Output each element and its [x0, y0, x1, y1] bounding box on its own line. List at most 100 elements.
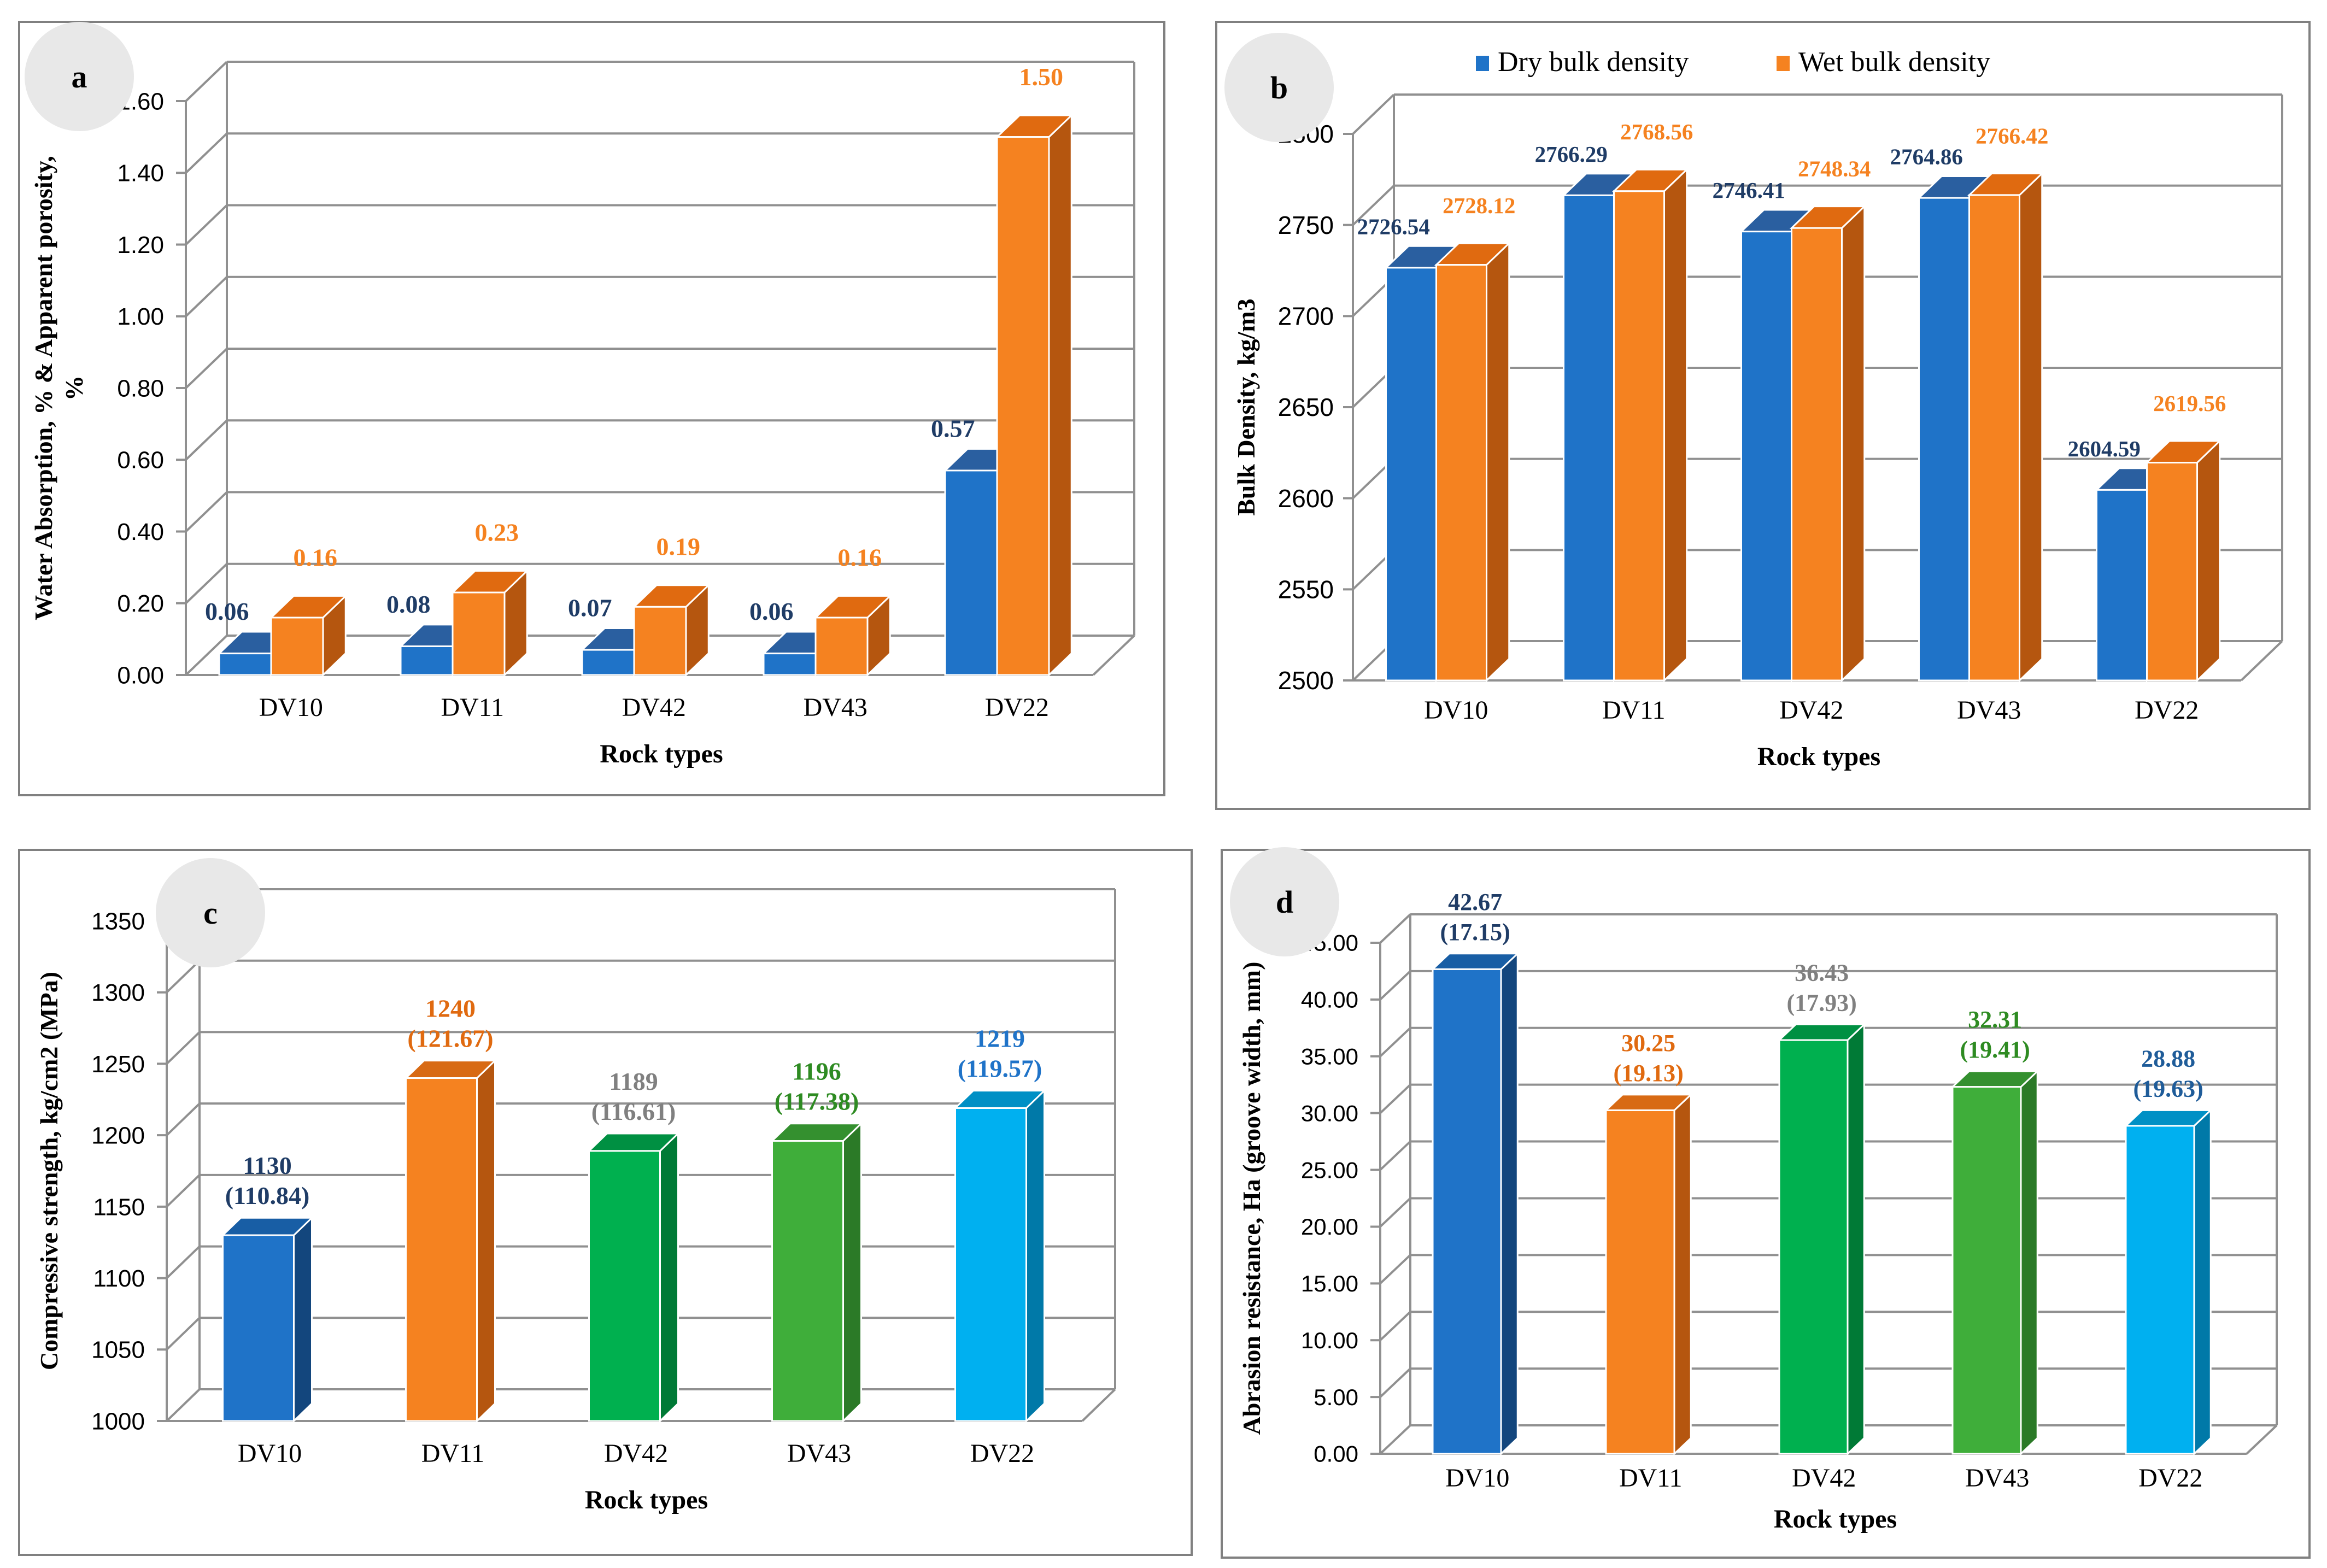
x-tick-label: DV10 [259, 693, 323, 722]
bars: 42.67 (17.15) 30.25 (19.13) 36.43 (17.93) 32.3… [1431, 889, 2213, 1456]
y-tick-label: 2600 [1278, 484, 1334, 513]
data-label: 2604.59 [2068, 436, 2141, 461]
data-label: 2728.12 [1443, 193, 1515, 218]
y-tick-labels: 0.00 5.00 10.00 15.00 20.00 25.00 30.00 35.00 40… [1301, 930, 1380, 1467]
data-label-secondary: (110.84) [225, 1182, 310, 1209]
gridlines [185, 61, 1135, 676]
chart-panel-b: 2500255026002650270027502800DV10DV11DV42… [1215, 21, 2311, 810]
bar-series-1 [1611, 167, 1689, 683]
bars: 1130 (110.84) 1240(121.67) 1189(116.61) 1196… [220, 995, 1047, 1423]
data-label: 36.43 [1795, 959, 1849, 986]
data-label: 0.07 [568, 594, 612, 621]
data-label: 2766.29 [1535, 142, 1608, 167]
x-tick-label: DV22 [2138, 1464, 2202, 1493]
bar [2124, 1108, 2213, 1456]
x-tick-labels: DV10 DV11 DV42 DV43 DV22 [259, 693, 1049, 722]
x-tick-label: DV11 [1602, 696, 1666, 725]
x-tick-labels: DV10 DV11 DV42 DV43 DV22 [238, 1439, 1034, 1468]
y-axis-label: Abrasion resistance, Ha (groove width, m… [1238, 962, 1265, 1435]
y-tick-label: 0.00 [1314, 1441, 1358, 1467]
bar-series-1 [1789, 204, 1867, 683]
data-label-secondary: (116.61) [591, 1097, 676, 1125]
chart-panel-a: 0.000.200.400.600.801.001.201.401.60DV10… [18, 21, 1165, 796]
bar [1604, 1093, 1693, 1456]
y-tick-label: 2650 [1278, 393, 1334, 421]
bar [953, 1089, 1047, 1423]
data-label: 1189 [609, 1067, 658, 1095]
data-label: 0.23 [475, 518, 519, 546]
bar-series-1 [995, 113, 1074, 677]
y-tick-label: 1200 [91, 1123, 145, 1149]
x-axis-label: Rock types [1757, 742, 1880, 771]
data-label: 42.67 [1448, 889, 1502, 915]
x-tick-label: DV22 [2135, 696, 2199, 725]
x-tick-label: DV43 [787, 1439, 851, 1468]
data-label: 32.31 [1968, 1006, 2022, 1033]
y-tick-label: 1150 [93, 1194, 145, 1220]
x-axis-label: Rock types [600, 739, 723, 768]
y-tick-label: 1.20 [117, 232, 164, 259]
data-label: 1219 [975, 1025, 1025, 1053]
y-tick-label: 20.00 [1301, 1214, 1358, 1240]
y-tick-label: 10.00 [1301, 1328, 1358, 1353]
legend-label: Wet bulk density [1798, 46, 1990, 78]
bar-series-1 [450, 568, 529, 677]
data-label: 0.08 [386, 590, 431, 618]
x-tick-label: DV22 [985, 693, 1049, 722]
y-tick-label: 2750 [1278, 211, 1334, 239]
bar [1777, 1022, 1867, 1456]
data-label-secondary: (117.38) [775, 1088, 859, 1115]
panel-badge [1224, 33, 1334, 142]
y-tick-labels: 2500255026002650270027502800 [1278, 120, 1353, 695]
panel-label: d [1276, 884, 1293, 920]
x-axis-label: Rock types [1774, 1505, 1897, 1534]
x-tick-label: DV43 [1957, 696, 2021, 725]
data-label: 2764.86 [1890, 144, 1963, 169]
panel-badge [156, 858, 265, 967]
data-label: 1240 [425, 995, 476, 1023]
bars: 0.06 0.16 0.08 0.23 0.07 0.19 0.06 0.16 0.57 1.50 [205, 63, 1074, 677]
y-tick-label: 35.00 [1301, 1043, 1358, 1069]
data-label: 0.06 [749, 597, 794, 625]
data-label: 1196 [792, 1058, 841, 1085]
y-tick-label: 1.40 [117, 160, 164, 187]
y-tick-label: 1300 [91, 979, 145, 1006]
data-label: 30.25 [1621, 1030, 1675, 1056]
bar [1431, 952, 1520, 1456]
bar-series-1 [632, 583, 711, 677]
y-axis-label: Bulk Density, kg/m3 [1232, 298, 1260, 516]
bar [1950, 1069, 2040, 1456]
data-label-secondary: (19.13) [1613, 1060, 1683, 1087]
data-label: 2768.56 [1620, 119, 1693, 144]
x-tick-label: DV42 [1792, 1464, 1856, 1493]
x-tick-label: DV43 [804, 693, 868, 722]
y-tick-label: 5.00 [1314, 1384, 1358, 1410]
panel-badge [25, 22, 134, 131]
bar-series-1 [2144, 439, 2222, 683]
data-label: 0.16 [294, 543, 338, 571]
y-tick-label: 1000 [91, 1408, 145, 1435]
panel-label: c [203, 895, 218, 931]
x-tick-labels: DV10 DV11 DV42 DV43 DV22 [1424, 696, 2199, 725]
data-label: 1130 [243, 1152, 291, 1179]
bar [587, 1131, 681, 1423]
panel-label: a [72, 59, 87, 95]
y-axis-label: Compressive strength, kg/cm2 (MPa) [35, 972, 63, 1370]
panel-frame [18, 21, 1165, 796]
y-tick-label: 1350 [91, 908, 145, 935]
y-tick-label: 2500 [1278, 666, 1334, 695]
x-tick-label: DV10 [238, 1439, 302, 1468]
bars: 2726.54 2728.12 2766.29 2768.56 2746.41 2748.… [1357, 119, 2226, 683]
x-tick-label: DV11 [441, 693, 504, 722]
y-tick-label: 1.00 [117, 303, 164, 330]
data-label: 2746.41 [1713, 178, 1785, 203]
bar-series-1 [813, 594, 892, 677]
x-tick-label: DV42 [1779, 696, 1843, 725]
y-tick-label: 1100 [93, 1265, 145, 1292]
data-label: 2726.54 [1357, 214, 1430, 239]
bar [770, 1121, 864, 1423]
x-tick-labels: DV10 DV11 DV42 DV43 DV22 [1445, 1464, 2202, 1493]
legend: Dry bulk density Wet bulk density [1476, 46, 1990, 78]
x-tick-label: DV11 [1619, 1464, 1683, 1493]
